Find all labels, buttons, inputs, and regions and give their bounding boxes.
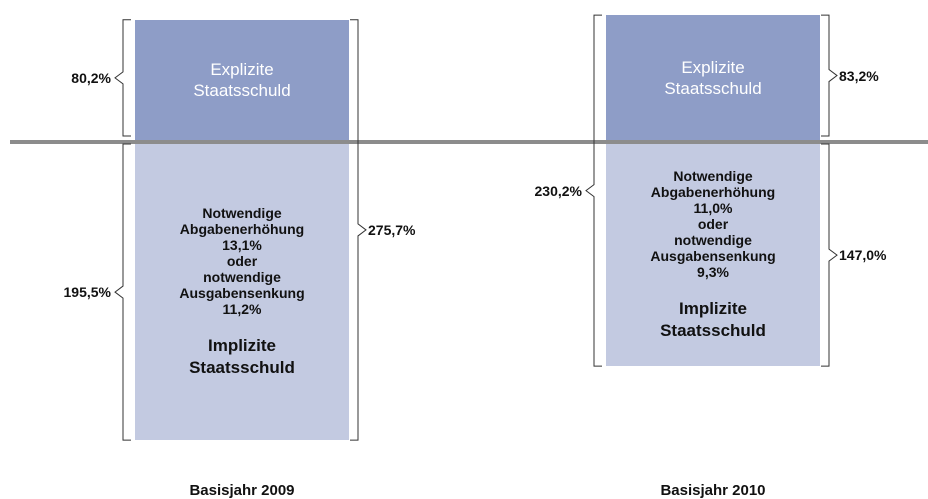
- value-label: 275,7%: [368, 221, 416, 238]
- note-value: 9,3%: [697, 264, 729, 281]
- note-value: 11,0%: [693, 200, 733, 217]
- bar-implicit: Notwendige Abgabenerhöhung 13,1% oder notwe…: [135, 144, 349, 441]
- note: Notwendige Abgabenerhöhung 13,1% oder notwe…: [172, 205, 312, 317]
- note-value: 13,1%: [222, 237, 262, 254]
- note-value: 11,2%: [222, 301, 262, 318]
- value-label: 83,2%: [839, 67, 879, 84]
- note: Notwendige Abgabenerhöhung 11,0% oder notwe…: [643, 168, 783, 280]
- bracket: [114, 19, 131, 137]
- note-text: oder: [697, 216, 729, 233]
- note-text: Notwendige Abgabenerhöhung: [650, 168, 776, 201]
- note-text: oder: [226, 253, 258, 270]
- note-text: Notwendige Abgabenerhöhung: [179, 205, 305, 238]
- value-label: 195,5%: [63, 284, 111, 301]
- note-text: notwendige Ausgabensenkung: [179, 269, 305, 302]
- bracket: [821, 14, 838, 137]
- x-tick-label: Basisjahr 2009: [189, 482, 295, 499]
- bracket: [350, 19, 367, 441]
- bracket: [114, 143, 131, 441]
- value-label: 147,0%: [839, 247, 887, 264]
- bar-explicit: Explizite Staatsschuld: [135, 19, 349, 140]
- note-text: notwendige Ausgabensenkung: [650, 232, 776, 265]
- bracket: [585, 14, 602, 367]
- value-label: 80,2%: [71, 69, 111, 86]
- value-label: 230,2%: [534, 182, 582, 199]
- x-tick-label: Basisjahr 2010: [660, 482, 766, 499]
- series-name: Implizite Staatsschuld: [189, 336, 295, 378]
- series-name: Explizite Staatsschuld: [193, 59, 291, 100]
- series-name: Implizite Staatsschuld: [660, 299, 766, 341]
- baseline: [10, 140, 928, 144]
- bracket: [821, 143, 838, 367]
- bar-explicit: Explizite Staatsschuld: [606, 15, 820, 140]
- series-name: Explizite Staatsschuld: [664, 57, 762, 98]
- bar-implicit: Notwendige Abgabenerhöhung 11,0% oder notwe…: [606, 144, 820, 367]
